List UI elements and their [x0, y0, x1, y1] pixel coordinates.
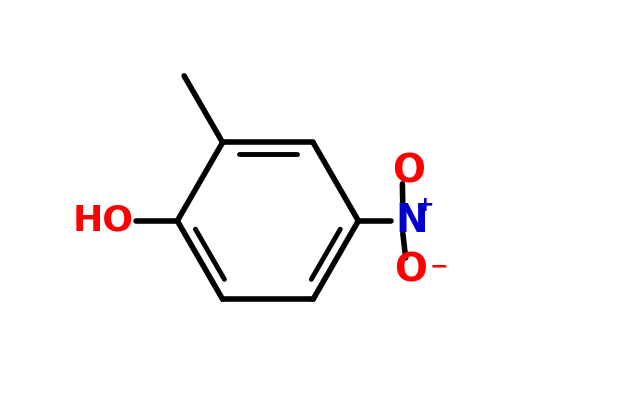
Text: N: N — [396, 202, 428, 240]
Text: O: O — [394, 251, 428, 289]
Text: O: O — [392, 153, 425, 191]
Text: HO: HO — [73, 204, 134, 238]
Text: −: − — [429, 256, 448, 276]
Text: +: + — [416, 195, 434, 215]
